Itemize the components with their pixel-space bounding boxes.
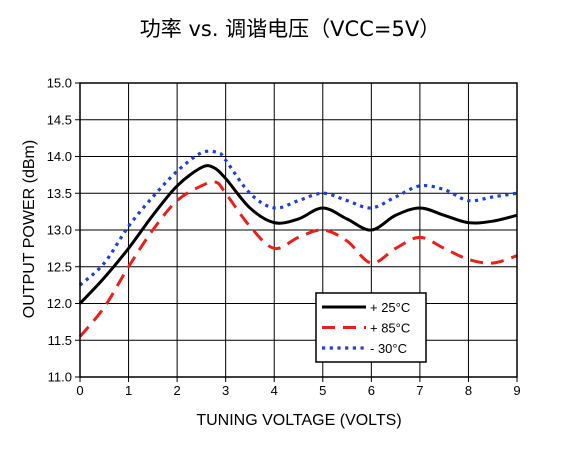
x-tick-label-8: 8	[465, 383, 472, 398]
y-tick-label-3: 12.5	[47, 259, 72, 274]
x-tick-label-7: 7	[416, 383, 423, 398]
axis-ticks: 0 1 2 3 4 5 6 7 8 9 11.0 11.5 12.0 12.5 13.0 13.5 14.0 14…	[47, 76, 521, 399]
y-tick-label-4: 13.0	[47, 223, 72, 238]
x-tick-label-6: 6	[368, 383, 375, 398]
x-tick-label-3: 3	[222, 383, 229, 398]
legend-label-25-c: + 25°C	[370, 300, 410, 315]
chart-title: 功率 vs. 调谐电压（VCC=5V）	[140, 17, 440, 41]
y-tick-label-0: 11.0	[48, 370, 72, 385]
series-line-30-c	[78, 149, 518, 287]
y-tick-label-2: 12.0	[47, 296, 72, 311]
x-axis-label: TUNING VOLTAGE (VOLTS)	[196, 412, 401, 429]
x-tick-label-2: 2	[173, 383, 180, 398]
legend: + 25°C + 85°C - 30°C	[315, 292, 427, 363]
y-tick-label-6: 14.0	[47, 149, 72, 164]
y-tick-label-5: 13.5	[47, 186, 72, 201]
x-tick-label-1: 1	[125, 383, 132, 398]
x-tick-label-0: 0	[76, 383, 83, 398]
series-line-25-c	[78, 164, 518, 305]
legend-label-30-c: - 30°C	[370, 341, 407, 356]
series-line-85-c	[78, 180, 518, 338]
y-axis-label: OUTPUT POWER (dBm)	[21, 140, 38, 318]
grid	[80, 83, 517, 377]
series-lines	[78, 149, 518, 338]
x-tick-label-4: 4	[271, 383, 278, 398]
legend-label-85-c: + 85°C	[370, 321, 410, 336]
x-tick-label-5: 5	[319, 383, 326, 398]
y-tick-label-7: 14.5	[47, 112, 72, 127]
y-tick-label-8: 15.0	[47, 76, 72, 91]
y-tick-label-1: 11.5	[48, 333, 72, 348]
x-tick-label-9: 9	[513, 383, 520, 398]
